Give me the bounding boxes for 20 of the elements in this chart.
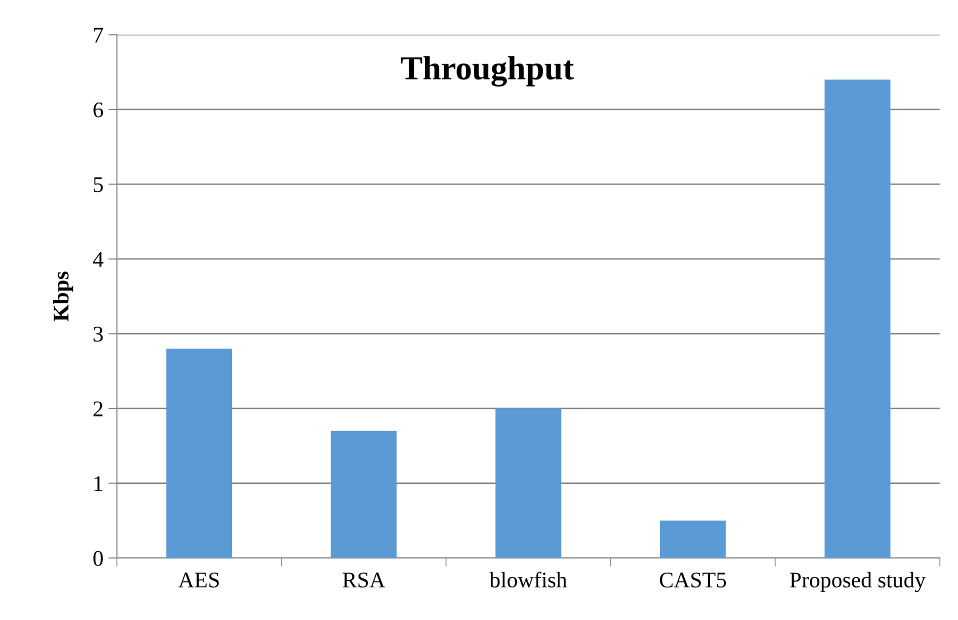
x-tick-label: Proposed study (790, 572, 926, 592)
y-tick-label: 6 (94, 102, 104, 118)
bar (495, 408, 562, 558)
y-axis-title: Kbps (52, 272, 74, 322)
text: Throughput (400, 56, 574, 87)
bar (330, 430, 397, 558)
y-tick-label: 1 (94, 476, 102, 491)
bar (166, 348, 232, 558)
y-tick-label: 3 (94, 326, 103, 342)
y-tick-label: 2 (94, 401, 102, 416)
bar (824, 80, 890, 558)
bar (660, 520, 726, 558)
x-tick-label: AES (178, 572, 219, 588)
x-tick-label: RSA (342, 572, 386, 588)
y-tick-label: 7 (94, 28, 104, 42)
y-tick-label: 0 (93, 550, 103, 566)
x-tick-label: CAST5 (660, 572, 726, 588)
x-tick-label: blowfish (489, 572, 567, 588)
y-tick-label: 5 (94, 177, 103, 192)
y-tick-label: 4 (93, 252, 104, 267)
